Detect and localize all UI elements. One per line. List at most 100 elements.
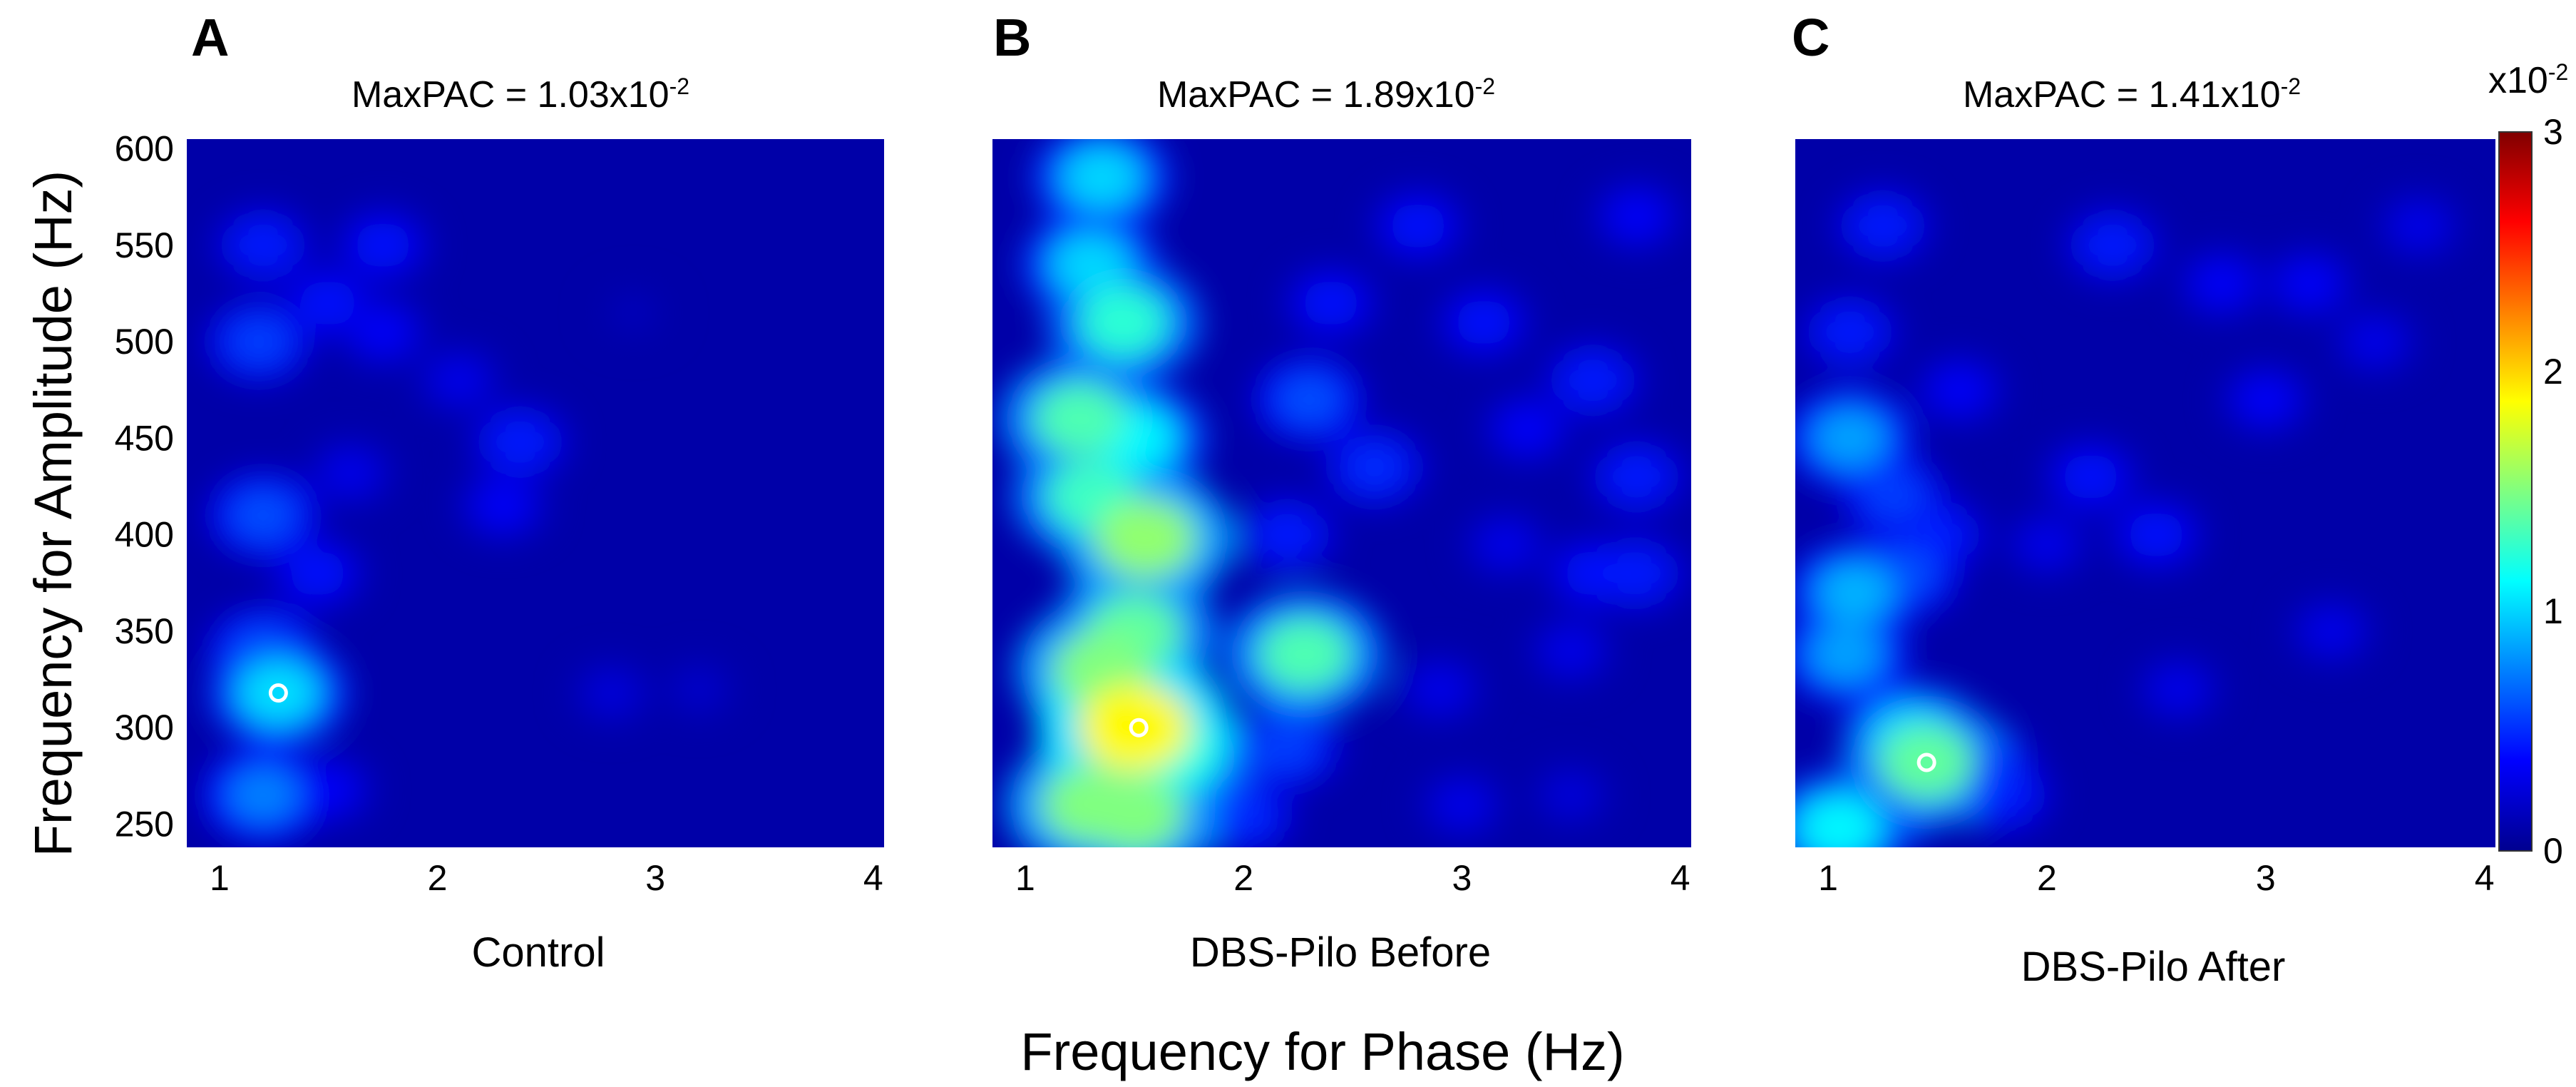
heatmap-cell	[1302, 280, 1360, 326]
heatmap-cell	[1213, 790, 1275, 840]
maxpac-exponent: -2	[669, 73, 689, 99]
heatmap-cell	[354, 222, 412, 268]
x-tick-label: 4	[1671, 858, 1690, 898]
heatmap-cell	[2282, 261, 2338, 306]
heatmap-cell	[1499, 406, 1556, 451]
heatmap-cell	[1095, 499, 1196, 578]
colorbar: x10-2 0 1 2 3	[2488, 59, 2568, 871]
heatmap-cell	[1879, 725, 1974, 800]
x-tick-label: 2	[1233, 858, 1253, 898]
x-tick-label: 4	[863, 858, 883, 898]
colorbar-tick-label: 2	[2543, 352, 2563, 392]
heatmap-cell	[1257, 511, 1318, 558]
heatmap-cell	[2061, 454, 2120, 500]
colorbar-gradient	[2498, 131, 2533, 852]
heatmap-cell	[1062, 146, 1142, 210]
heatmap-cell	[2020, 523, 2074, 566]
heatmap-cell	[1033, 382, 1127, 456]
heatmap-cell	[354, 310, 411, 354]
heatmap-cell	[227, 767, 299, 823]
heatmap-cell	[432, 359, 486, 402]
y-tick-label: 500	[115, 322, 174, 362]
y-tick-label: 600	[115, 129, 174, 169]
heatmap-cell	[299, 280, 358, 326]
heatmap-cell	[490, 418, 550, 466]
heatmap-cell	[2083, 221, 2143, 269]
x-tick-label: 1	[210, 858, 230, 898]
y-axis-label: Frequency for Amplitude (Hz)	[24, 170, 83, 857]
x-tick-label: 4	[2475, 858, 2495, 898]
heatmap-cell	[1079, 287, 1169, 358]
maxpac-title: MaxPAC = 1.89x10-2	[1157, 73, 1495, 116]
panel-c: C MaxPAC = 1.41x10-2 1 2 3 4 DBS-Pilo After	[1792, 8, 2495, 990]
heatmap-cell	[1343, 442, 1405, 491]
panel-letter: B	[993, 8, 1031, 67]
y-tick-label: 550	[115, 225, 174, 265]
heatmap-cell	[323, 451, 378, 495]
heatmap-cell	[1812, 409, 1887, 468]
heatmap-cell	[2304, 609, 2359, 653]
condition-label: Control	[472, 929, 605, 976]
heatmap-cell	[2151, 668, 2205, 711]
x-axis-label: Frequency for Phase (Hz)	[1020, 1022, 1624, 1081]
maxpac-title: MaxPAC = 1.03x10-2	[351, 73, 689, 116]
x-tick-label: 2	[428, 858, 448, 898]
maxpac-text: MaxPAC = 1.03x10	[351, 74, 669, 116]
condition-label: DBS-Pilo Before	[1190, 929, 1491, 976]
heatmap-cell	[300, 767, 356, 812]
heatmap-cell	[1820, 308, 1880, 356]
panel-a: A MaxPAC = 1.03x10-2 1 2 3 4 250 300 350 400 450…	[115, 8, 884, 976]
panel-letter: C	[1792, 8, 1830, 67]
heatmap-cell	[609, 293, 658, 332]
heatmap-cell	[2348, 320, 2403, 364]
peak-marker	[1916, 752, 1936, 772]
colorbar-exponent: x10-2	[2488, 59, 2568, 101]
y-tick-label: 400	[115, 515, 174, 555]
heatmap-cell	[1907, 511, 1968, 558]
heatmap-cell	[1563, 357, 1623, 404]
x-tick-label: 3	[645, 858, 665, 898]
heatmap-cell	[1606, 549, 1667, 597]
condition-label: DBS-Pilo After	[2021, 944, 2286, 990]
x-tick-label: 3	[1452, 858, 1472, 898]
panel-b: B MaxPAC = 1.89x10-2 1 2 3 4 DBS-Pilo Befor…	[992, 8, 1691, 976]
y-tick-label: 250	[115, 805, 174, 844]
maxpac-exponent: -2	[2281, 73, 2301, 99]
x-tick-label: 3	[2256, 858, 2276, 898]
maxpac-title: MaxPAC = 1.41x10-2	[1963, 73, 2301, 116]
heatmap-cell	[1545, 774, 1598, 816]
heatmap-cell	[2127, 511, 2185, 558]
heatmap-cell	[1931, 367, 1988, 412]
maxpac-text: MaxPAC = 1.89x10	[1157, 74, 1475, 116]
heatmap-cell	[674, 669, 724, 710]
heatmap-cell	[288, 550, 347, 596]
y-tick-label: 350	[115, 611, 174, 651]
heatmap-cell	[1413, 668, 1467, 711]
heatmap-cell	[1276, 374, 1342, 426]
heatmap-cell	[1085, 776, 1184, 847]
heatmap-cell	[230, 489, 296, 541]
y-tick-label: 300	[115, 708, 174, 747]
heatmap-cell	[1862, 471, 1926, 521]
y-tick-label: 450	[115, 418, 174, 458]
heatmap-cell	[1389, 203, 1447, 249]
heatmap-cell	[1564, 550, 1622, 596]
maxpac-text: MaxPAC = 1.41x10	[1963, 74, 2281, 116]
heatmap-cell	[1258, 618, 1352, 691]
heatmap-cell	[1478, 523, 1533, 566]
heatmap-cell	[1256, 722, 1319, 772]
heatmap-cell	[1853, 202, 1913, 250]
heatmap-cell	[1797, 795, 1881, 847]
heatmap-cell	[1435, 783, 1489, 827]
colorbar-tick-label: 0	[2543, 831, 2563, 871]
heatmap-cell	[2194, 261, 2250, 306]
heatmap-cell	[585, 672, 638, 714]
heatmap-cell	[1050, 233, 1131, 296]
x-tick-label: 2	[2037, 858, 2057, 898]
colorbar-exponent-base: x10	[2488, 60, 2548, 101]
heatmap-cell	[475, 484, 531, 529]
heatmap-cell	[1606, 453, 1667, 501]
colorbar-tick-label: 1	[2543, 591, 2563, 631]
peak-marker	[268, 683, 288, 703]
heatmap-cell	[2391, 204, 2446, 247]
